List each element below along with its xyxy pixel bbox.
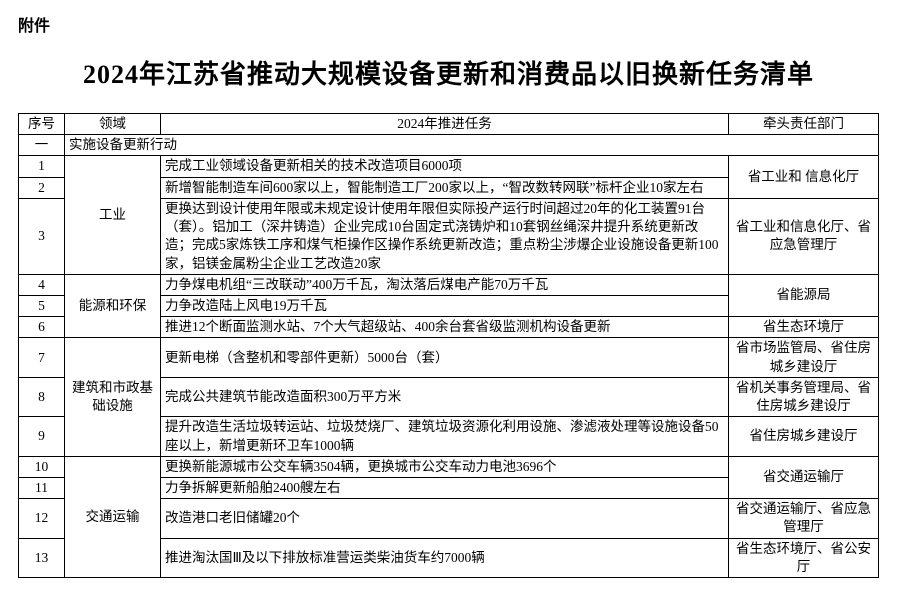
row-task: 新增智能制造车间600家以上，智能制造工厂200家以上，“智改数转网联”标杆企业… bbox=[161, 177, 729, 198]
row-task: 力争拆解更新船舶2400艘左右 bbox=[161, 477, 729, 498]
col-header-dept: 牵头责任部门 bbox=[729, 114, 879, 135]
row-task: 更新电梯（含整机和零部件更新）5000台（套） bbox=[161, 338, 729, 377]
row-task: 力争煤电机组“三改联动”400万千瓦，淘汰落后煤电产能70万千瓦 bbox=[161, 274, 729, 295]
section-row: 一 实施设备更新行动 bbox=[19, 135, 879, 156]
attachment-label: 附件 bbox=[18, 12, 879, 36]
row-task: 提升改造生活垃圾转运站、垃圾焚烧厂、建筑垃圾资源化利用设施、渗滤液处理等设施设备… bbox=[161, 417, 729, 456]
row-num: 2 bbox=[19, 177, 65, 198]
table-row: 10 交通运输 更换新能源城市公交车辆3504辆，更换城市公交车动力电池3696… bbox=[19, 456, 879, 477]
row-num: 4 bbox=[19, 274, 65, 295]
row-num: 7 bbox=[19, 338, 65, 377]
dept-cell: 省工业和 信息化厅 bbox=[729, 156, 879, 198]
table-header-row: 序号 领域 2024年推进任务 牵头责任部门 bbox=[19, 114, 879, 135]
row-task: 力争改造陆上风电19万千瓦 bbox=[161, 295, 729, 316]
row-num: 9 bbox=[19, 417, 65, 456]
dept-cell: 省交通运输厅 bbox=[729, 456, 879, 498]
domain-cell-building: 建筑和市政基础设施 bbox=[65, 338, 161, 456]
dept-cell: 省机关事务管理局、省住房城乡建设厅 bbox=[729, 377, 879, 416]
dept-cell: 省生态环境厅 bbox=[729, 317, 879, 338]
row-num: 6 bbox=[19, 317, 65, 338]
row-num: 11 bbox=[19, 477, 65, 498]
row-task: 完成公共建筑节能改造面积300万平方米 bbox=[161, 377, 729, 416]
table-row: 1 工业 完成工业领域设备更新相关的技术改造项目6000项 省工业和 信息化厅 bbox=[19, 156, 879, 177]
row-task: 更换达到设计使用年限或未规定设计使用年限但实际投产运行时间超过20年的化工装置9… bbox=[161, 198, 729, 274]
section-title: 实施设备更新行动 bbox=[65, 135, 879, 156]
row-task: 完成工业领域设备更新相关的技术改造项目6000项 bbox=[161, 156, 729, 177]
row-num: 5 bbox=[19, 295, 65, 316]
task-table: 序号 领域 2024年推进任务 牵头责任部门 一 实施设备更新行动 1 工业 完… bbox=[18, 113, 879, 578]
row-num: 12 bbox=[19, 499, 65, 538]
row-num: 8 bbox=[19, 377, 65, 416]
row-num: 13 bbox=[19, 538, 65, 577]
dept-cell: 省生态环境厅、省公安厅 bbox=[729, 538, 879, 577]
dept-cell: 省市场监管局、省住房城乡建设厅 bbox=[729, 338, 879, 377]
dept-cell: 省能源局 bbox=[729, 274, 879, 316]
row-task: 更换新能源城市公交车辆3504辆，更换城市公交车动力电池3696个 bbox=[161, 456, 729, 477]
dept-cell: 省交通运输厅、省应急管理厅 bbox=[729, 499, 879, 538]
row-task: 推进淘汰国Ⅲ及以下排放标准营运类柴油货车约7000辆 bbox=[161, 538, 729, 577]
row-task: 改造港口老旧储罐20个 bbox=[161, 499, 729, 538]
row-num: 1 bbox=[19, 156, 65, 177]
document-title: 2024年江苏省推动大规模设备更新和消费品以旧换新任务清单 bbox=[18, 54, 879, 91]
col-header-domain: 领域 bbox=[65, 114, 161, 135]
row-num: 3 bbox=[19, 198, 65, 274]
domain-cell-transport: 交通运输 bbox=[65, 456, 161, 577]
table-row: 7 建筑和市政基础设施 更新电梯（含整机和零部件更新）5000台（套） 省市场监… bbox=[19, 338, 879, 377]
dept-cell: 省工业和信息化厅、省应急管理厅 bbox=[729, 198, 879, 274]
domain-cell-energy: 能源和环保 bbox=[65, 274, 161, 338]
section-num: 一 bbox=[19, 135, 65, 156]
col-header-num: 序号 bbox=[19, 114, 65, 135]
row-num: 10 bbox=[19, 456, 65, 477]
row-task: 推进12个断面监测水站、7个大气超级站、400余台套省级监测机构设备更新 bbox=[161, 317, 729, 338]
table-row: 4 能源和环保 力争煤电机组“三改联动”400万千瓦，淘汰落后煤电产能70万千瓦… bbox=[19, 274, 879, 295]
dept-cell: 省住房城乡建设厅 bbox=[729, 417, 879, 456]
col-header-task: 2024年推进任务 bbox=[161, 114, 729, 135]
domain-cell-industry: 工业 bbox=[65, 156, 161, 274]
